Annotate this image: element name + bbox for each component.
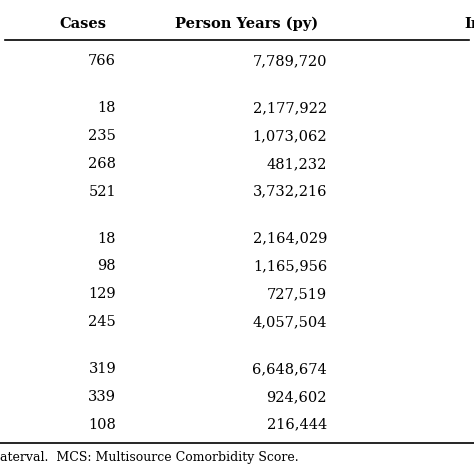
Text: 245: 245 [88, 315, 116, 329]
Text: 481,232: 481,232 [267, 157, 327, 171]
Text: 1,165,956: 1,165,956 [253, 259, 327, 273]
Text: 2,164,029: 2,164,029 [253, 232, 327, 246]
Text: 108: 108 [88, 418, 116, 432]
Text: 924,602: 924,602 [266, 390, 327, 404]
Text: 98: 98 [98, 259, 116, 273]
Text: 18: 18 [98, 232, 116, 246]
Text: aterval.  MCS: Multisource Comorbidity Score.: aterval. MCS: Multisource Comorbidity Sc… [0, 451, 299, 464]
Text: 1,073,062: 1,073,062 [253, 129, 327, 143]
Text: 268: 268 [88, 157, 116, 171]
Text: 727,519: 727,519 [267, 287, 327, 301]
Text: Person Years (py): Person Years (py) [175, 17, 318, 31]
Text: 319: 319 [88, 362, 116, 376]
Text: 216,444: 216,444 [267, 418, 327, 432]
Text: 4,057,504: 4,057,504 [253, 315, 327, 329]
Text: 766: 766 [88, 54, 116, 68]
Text: Inci: Inci [465, 17, 474, 31]
Text: 7,789,720: 7,789,720 [253, 54, 327, 68]
Text: 3,732,216: 3,732,216 [253, 184, 327, 199]
Text: 2,177,922: 2,177,922 [253, 101, 327, 115]
Text: 129: 129 [89, 287, 116, 301]
Text: Cases: Cases [59, 17, 107, 31]
Text: 6,648,674: 6,648,674 [252, 362, 327, 376]
Text: 339: 339 [88, 390, 116, 404]
Text: 18: 18 [98, 101, 116, 115]
Text: 521: 521 [89, 184, 116, 199]
Text: 235: 235 [88, 129, 116, 143]
